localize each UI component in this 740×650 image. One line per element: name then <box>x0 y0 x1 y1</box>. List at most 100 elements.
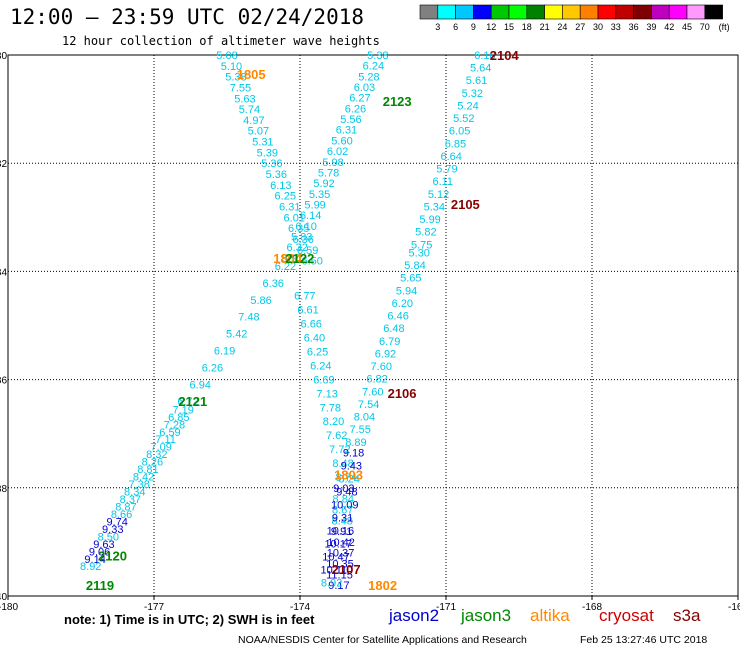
wave-height-value: 7.09 <box>150 442 171 454</box>
wave-height-value: 5.86 <box>250 295 271 307</box>
wave-height-value: 6.61 <box>297 305 318 317</box>
wave-height-value: 5.75 <box>411 239 432 251</box>
lon-tick-label: -180 <box>0 602 18 613</box>
wave-height-value: 6.02 <box>327 146 348 158</box>
wave-height-value: 6.77 <box>294 291 315 303</box>
grid-lines <box>7 55 739 600</box>
wave-height-value: 8.20 <box>323 416 344 428</box>
wave-height-value: 6.03 <box>354 82 375 94</box>
wave-height-value: 8.26 <box>142 457 163 469</box>
wave-height-value: 9.31 <box>332 513 353 525</box>
wave-height-value: 6.13 <box>270 180 291 192</box>
wave-height-value: 10.09 <box>331 500 359 512</box>
tick-labels: -180 -177 -174 -171 -168 -165 -30 -32 -34 -36 -38 -… <box>0 51 740 613</box>
wave-height-value: 5.42 <box>226 329 247 341</box>
wave-height-value: 5.31 <box>252 137 273 149</box>
lat-tick-label: -40 <box>0 592 7 603</box>
wave-height-value: 6.10 <box>295 221 316 233</box>
wave-height-value: 9.48 <box>336 487 357 499</box>
lat-tick-label: -36 <box>0 376 7 387</box>
wave-height-value: 9.91 <box>331 526 352 538</box>
wave-height-value: 8.87 <box>115 501 136 513</box>
wave-height-value: 5.38 <box>225 72 246 84</box>
wave-height-value: 5.99 <box>419 214 440 226</box>
wave-height-value: 8.67 <box>332 504 353 516</box>
wave-height-readings: 5.085.105.387.555.635.744.975.075.315.39… <box>80 50 496 592</box>
wave-height-value: 6.31 <box>279 201 300 213</box>
wave-height-value: 10.42 <box>327 537 355 549</box>
wave-height-value: 5.38 <box>367 50 388 62</box>
legend-label: 36 <box>629 22 639 32</box>
legend-altika: altika <box>530 606 570 625</box>
wave-height-value: 6.32 <box>286 242 307 254</box>
wave-height-value: 5.08 <box>216 50 237 62</box>
legend-swatch <box>419 4 439 20</box>
wave-height-value: 5.36 <box>261 158 282 170</box>
wave-height-value: 6.46 <box>387 311 408 323</box>
wave-height-value: 6.26 <box>202 362 223 374</box>
wave-height-value: 8.50 <box>98 531 119 543</box>
wave-height-value: 5.28 <box>358 71 379 83</box>
wave-height-value: 6.79 <box>379 336 400 348</box>
legend-label: 70 <box>700 22 710 32</box>
wave-height-value: 6.25 <box>275 191 296 203</box>
wave-height-value: 6.40 <box>304 333 325 345</box>
wave-height-value: 7.60 <box>362 386 383 398</box>
legend-swatch <box>579 4 599 20</box>
credit-line: NOAA/NESDIS Center for Satellite Applica… <box>238 634 527 646</box>
legend-swatch <box>615 4 634 20</box>
legend-label: 30 <box>593 22 603 32</box>
wave-height-value: 7.60 <box>371 361 392 373</box>
wave-height-value: 5.94 <box>396 285 417 297</box>
wave-height-value: 6.10 <box>474 50 495 62</box>
legend-swatch <box>597 4 617 20</box>
wave-height-value: 7.28 <box>164 419 185 431</box>
wave-height-value: 9.63 <box>93 539 114 551</box>
wave-height-value: 5.07 <box>248 126 269 138</box>
wave-height-value: 8.48 <box>331 515 352 527</box>
wave-height-value: 8.24 <box>338 474 359 486</box>
wave-height-value: 6.20 <box>392 298 413 310</box>
wave-height-value: 5.32 <box>462 88 483 100</box>
wave-height-value: 5.34 <box>424 201 445 213</box>
legend-swatch <box>437 4 456 20</box>
wave-height-value: 9.06 <box>89 546 110 558</box>
wave-height-value: 9.17 <box>328 580 349 592</box>
legend-label: 39 <box>646 22 656 32</box>
wave-height-value: 6.25 <box>307 347 328 359</box>
wave-height-value: 6.85 <box>168 412 189 424</box>
lon-tick-label: -168 <box>582 602 602 613</box>
wave-height-value: 6.14 <box>300 210 321 222</box>
wave-height-value: 5.64 <box>470 63 491 75</box>
legend-label: 18 <box>522 22 532 32</box>
map-title: 12:00 — 23:59 UTC 02/24/2018 <box>10 5 365 29</box>
wave-height-value: 5.63 <box>234 93 255 105</box>
wave-height-value: 5.30 <box>409 247 430 259</box>
wave-height-value: 6.26 <box>345 103 366 115</box>
wave-height-value: 8.48 <box>332 458 353 470</box>
wave-height-value: 5.98 <box>322 157 343 169</box>
wave-height-value: 10.47 <box>322 552 350 564</box>
wave-height-value: 6.85 <box>445 138 466 150</box>
wave-height-value: 7.13 <box>316 388 337 400</box>
wave-height-value: 7.62 <box>326 430 347 442</box>
wave-height-value: 5.65 <box>400 273 421 285</box>
legend-label: 6 <box>453 22 458 32</box>
wave-height-value: 6.35 <box>288 223 309 235</box>
pass-label: 2106 <box>388 386 417 401</box>
wave-height-value: 6.50 <box>301 256 322 268</box>
pass-label: 2107 <box>332 562 361 577</box>
wave-height-value: 7.48 <box>238 312 259 324</box>
wave-height-value: 9.43 <box>341 461 362 473</box>
wave-height-value: 8.74 <box>336 472 357 484</box>
wave-height-value: 8.34 <box>124 487 145 499</box>
wave-height-value: 5.99 <box>304 199 325 211</box>
wave-height-value: 7.55 <box>349 424 370 436</box>
wave-height-value: 5.39 <box>257 147 278 159</box>
legend-jason3: jason3 <box>461 606 512 625</box>
lon-tick-label: -165 <box>728 602 740 613</box>
wave-height-value: 7.72 <box>329 444 350 456</box>
color-legend: 3 6 9 12 15 18 21 24 27 30 33 36 39 42 45 70 (ft) <box>419 4 730 32</box>
